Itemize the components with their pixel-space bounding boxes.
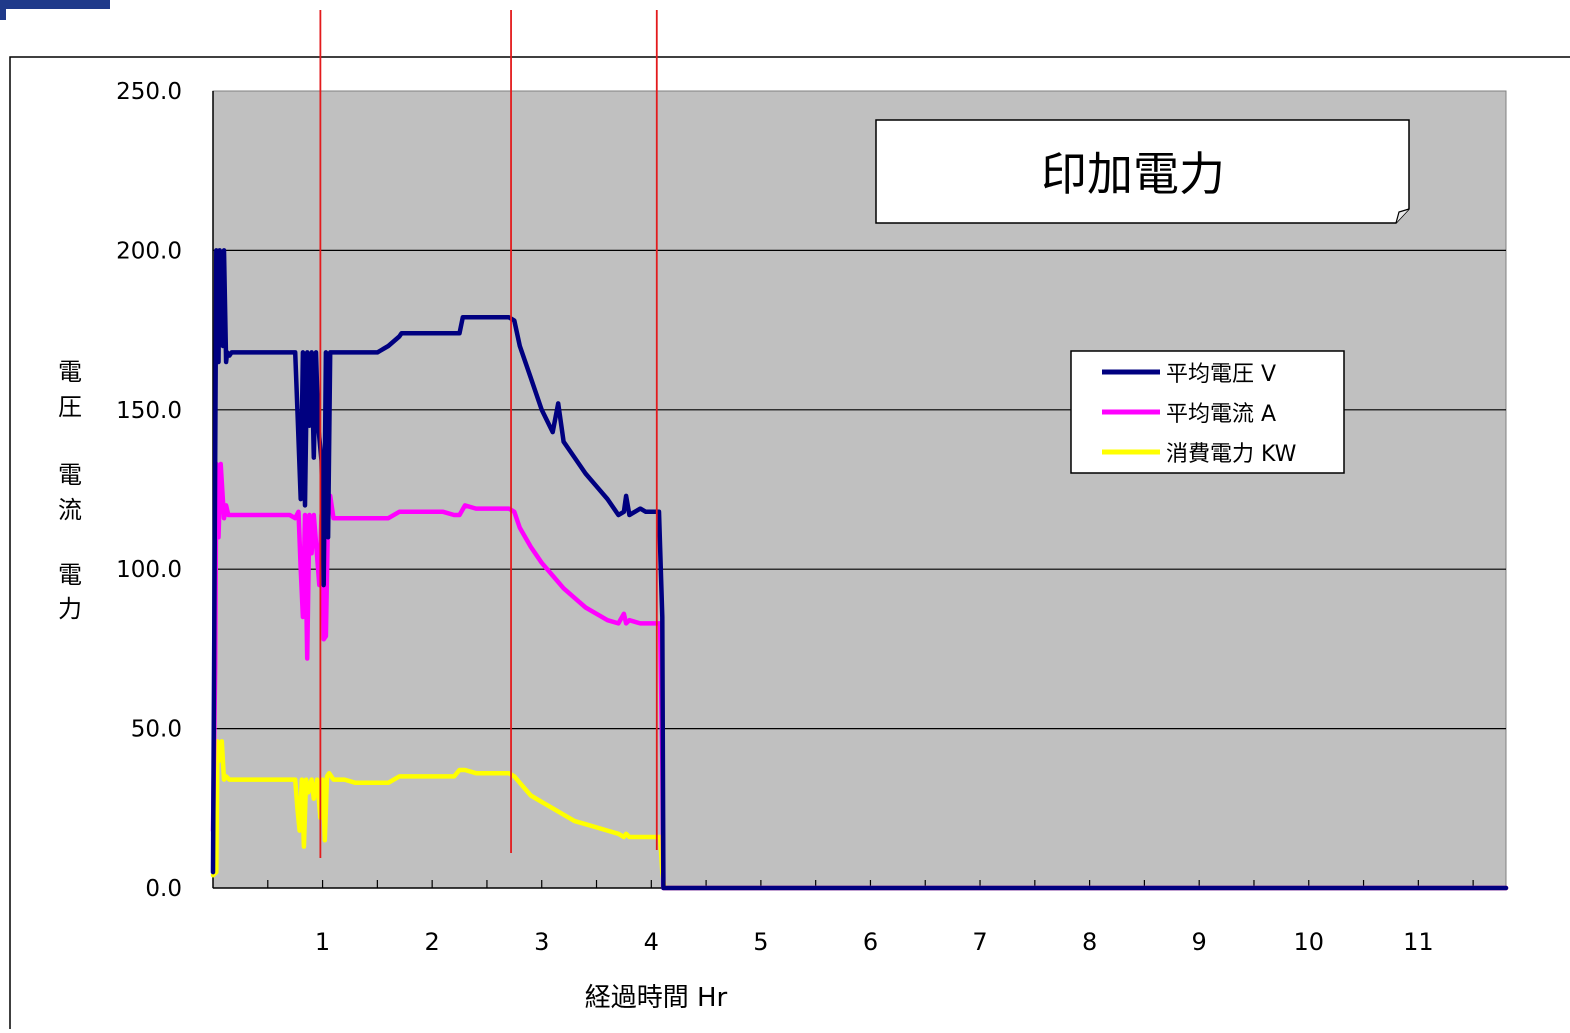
y-tick-label: 0.0 [145,876,182,902]
y-axis-label-char: 電 [58,461,82,489]
x-tick-label: 1 [315,928,330,956]
legend: 平均電圧 V 平均電流 A 消費電力 KW [1071,351,1344,473]
y-tick-label: 50.0 [131,717,182,743]
x-tick-label: 4 [644,928,659,956]
x-tick-label: 11 [1403,928,1434,956]
legend-label-voltage: 平均電圧 V [1166,362,1276,387]
x-tick-label: 6 [863,928,878,956]
x-tick-label: 8 [1082,928,1097,956]
x-tick-label: 2 [425,928,440,956]
y-axis-label-char: 力 [58,595,82,623]
legend-label-power: 消費電力 KW [1166,442,1297,467]
y-tick-label: 150.0 [116,398,182,424]
x-tick-label: 3 [534,928,549,956]
y-tick-label: 100.0 [116,557,182,583]
x-tick-label: 10 [1293,928,1324,956]
y-axis-label-char: 流 [58,496,82,524]
x-tick-label: 9 [1192,928,1207,956]
title-callout: 印加電力 [876,120,1409,223]
corner-bar-decoration [0,0,110,9]
chart-title: 印加電力 [1041,147,1225,201]
y-axis-label-char: 圧 [58,393,82,421]
y-axis-label-char: 電 [58,358,82,386]
y-axis-label-char: 電 [58,561,82,589]
x-axis-label: 経過時間 Hr [585,983,728,1013]
y-tick-label: 250.0 [116,79,182,105]
x-tick-label: 5 [753,928,768,956]
corner-tab-decoration [0,0,6,20]
legend-label-current: 平均電流 A [1166,402,1276,427]
y-tick-label: 200.0 [116,238,182,264]
x-tick-label: 7 [972,928,987,956]
